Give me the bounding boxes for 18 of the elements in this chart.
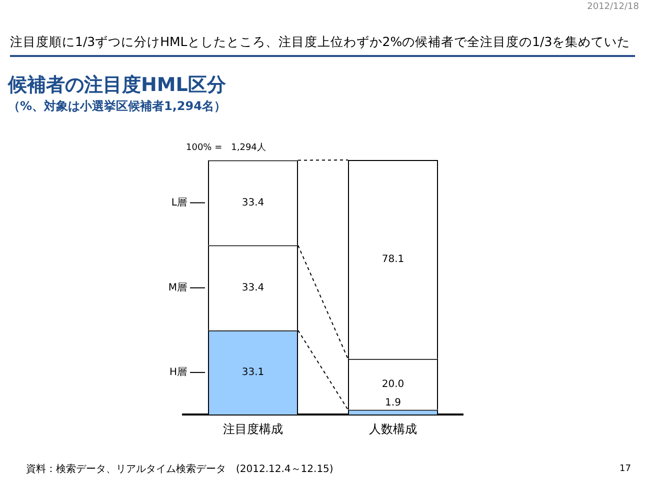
chart-title: 候補者の注目度HML区分	[8, 73, 226, 98]
data-label: 78.1	[382, 254, 404, 266]
text: 17	[620, 464, 631, 474]
x-tick-label: 人数構成	[369, 422, 417, 436]
text: 100% = 1,294人	[186, 142, 266, 154]
data-label: 33.4	[242, 282, 264, 294]
text: 2012/12/18	[587, 2, 639, 12]
x-tick-label: 注目度構成	[223, 422, 283, 436]
data-label: 20.0	[382, 378, 404, 390]
data-label: 33.4	[242, 197, 264, 208]
chart-subtitle: （%、対象は小選挙区候補者1,294名）	[8, 98, 226, 115]
text: 資料：検索データ、リアルタイム検索データ (2012.12.4～12.15)	[26, 462, 334, 476]
text: L層	[171, 197, 187, 208]
data-label: 1.9	[385, 397, 401, 408]
text: M層	[168, 282, 187, 294]
text: H層	[169, 367, 187, 378]
data-label: 33.1	[242, 367, 264, 378]
text: 注目度順に1/3ずつに分けHMLとしたところ、注目度上位わずか2%の候補者で全注目度の1/3を集めていた	[10, 34, 635, 57]
